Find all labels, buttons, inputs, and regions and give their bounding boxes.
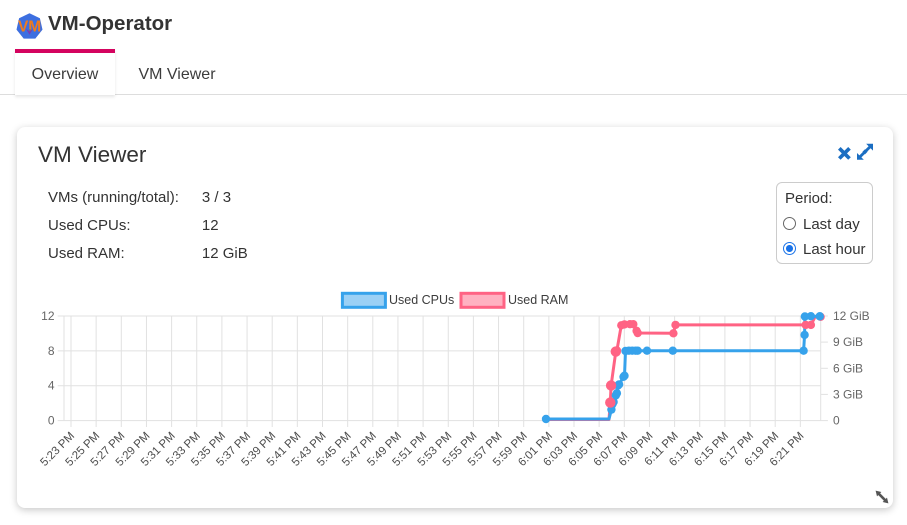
svg-text:12: 12 xyxy=(41,309,55,323)
svg-text:0: 0 xyxy=(833,414,840,428)
svg-text:8: 8 xyxy=(48,344,55,358)
svg-text:12 GiB: 12 GiB xyxy=(833,309,870,323)
svg-text:4: 4 xyxy=(48,379,55,393)
svg-text:Used CPUs: Used CPUs xyxy=(389,293,454,307)
svg-text:9 GiB: 9 GiB xyxy=(833,335,863,349)
svg-text:VM: VM xyxy=(18,19,41,36)
svg-text:0: 0 xyxy=(48,414,55,428)
svg-text:6 GiB: 6 GiB xyxy=(833,361,863,375)
svg-text:Used RAM: Used RAM xyxy=(508,293,568,307)
svg-text:3 GiB: 3 GiB xyxy=(833,387,863,401)
